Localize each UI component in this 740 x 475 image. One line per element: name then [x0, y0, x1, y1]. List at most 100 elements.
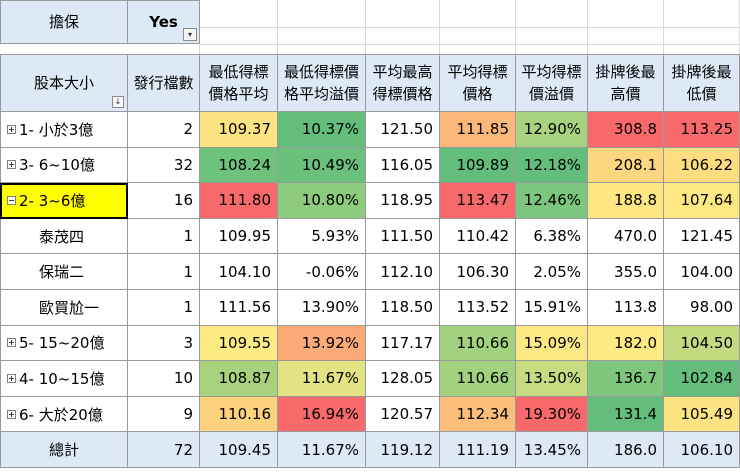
value-text: -0.06%	[305, 262, 359, 281]
value-text: 1	[183, 298, 193, 317]
value-text: 19.30%	[523, 405, 581, 424]
value-text: 105.49	[680, 405, 734, 424]
value-text: 119.12	[380, 440, 434, 459]
row-label[interactable]: 2- 3~6億	[0, 183, 128, 219]
value-text: 13.90%	[301, 298, 359, 317]
value-text: 12.90%	[523, 120, 581, 139]
value-cell: 10	[128, 361, 200, 397]
expand-icon[interactable]	[7, 409, 16, 419]
value-text: 72	[173, 440, 193, 459]
column-header-line: 高價	[610, 85, 641, 103]
value-text: 111.56	[218, 298, 272, 317]
row-label[interactable]: 3- 6~10億	[0, 147, 128, 184]
value-text: 118.95	[380, 191, 434, 210]
row-label[interactable]: 4- 10~15億	[0, 361, 128, 397]
value-text: 102.84	[680, 369, 734, 388]
value-text: 15.91%	[523, 298, 581, 317]
value-text: 109.55	[218, 333, 272, 352]
row-label[interactable]: 保瑞二	[0, 254, 128, 290]
value-text: 128.05	[380, 369, 434, 388]
value-cell: 111.19	[440, 432, 516, 468]
value-cell: 12.90%	[516, 112, 588, 148]
value-cell: 104.10	[200, 254, 278, 290]
column-header-line: 得標價格	[372, 85, 433, 103]
value-cell: 106.10	[664, 432, 740, 468]
column-header-line: 股本大小	[33, 74, 94, 92]
row-label[interactable]: 5- 15~20億	[0, 325, 128, 362]
value-cell: 110.66	[440, 325, 516, 362]
value-text: 113.8	[614, 298, 657, 317]
value-text: 2	[183, 120, 193, 139]
value-cell: 15.91%	[516, 290, 588, 326]
filter-label: 擔保	[0, 0, 128, 44]
value-text: 109.37	[218, 120, 272, 139]
value-cell: 128.05	[366, 361, 440, 397]
value-cell: 470.0	[588, 218, 664, 255]
value-cell: 105.49	[664, 396, 740, 433]
value-cell: 2.05%	[516, 254, 588, 290]
value-cell: 1	[128, 290, 200, 326]
row-label-text: 6- 大於20億	[19, 405, 103, 424]
row-label[interactable]: 6- 大於20億	[0, 396, 128, 433]
value-cell: 113.25	[664, 112, 740, 148]
value-cell: 10.80%	[278, 183, 366, 219]
expand-icon[interactable]	[7, 338, 16, 348]
column-header-3: 最低得標價 格平均溢價	[278, 54, 366, 112]
value-text: 110.66	[456, 333, 510, 352]
value-cell: 104.50	[664, 325, 740, 362]
value-text: 109.95	[218, 227, 272, 246]
value-cell: 131.4	[588, 396, 664, 433]
value-text: 110.42	[456, 227, 510, 246]
value-text: 108.24	[218, 155, 272, 174]
value-cell: 188.8	[588, 183, 664, 219]
value-text: 208.1	[614, 155, 657, 174]
column-header-line: 低價	[686, 85, 717, 103]
expand-icon[interactable]	[7, 124, 16, 134]
expand-icon[interactable]	[7, 160, 16, 170]
value-cell: 10.37%	[278, 112, 366, 148]
value-text: 16.94%	[301, 405, 359, 424]
column-header-line: 平均最高	[372, 63, 433, 81]
expand-icon[interactable]	[7, 373, 16, 383]
value-cell: 110.16	[200, 396, 278, 433]
value-cell: 13.50%	[516, 361, 588, 397]
value-cell: 104.00	[664, 254, 740, 290]
value-cell: 2	[128, 112, 200, 148]
value-cell: 109.45	[200, 432, 278, 468]
row-label-text: 5- 15~20億	[19, 334, 105, 353]
column-header-0[interactable]: 股本大小 ↓	[0, 54, 128, 112]
value-text: 121.45	[680, 227, 734, 246]
value-text: 104.10	[218, 262, 272, 281]
column-header-line: 掛牌後最	[671, 63, 732, 81]
value-cell: 16	[128, 183, 200, 219]
column-header-line: 價格平均	[208, 85, 269, 103]
row-label[interactable]: 泰茂四	[0, 218, 128, 255]
value-text: 12.46%	[523, 191, 581, 210]
value-cell: 5.93%	[278, 218, 366, 255]
sheet-gridline	[200, 44, 740, 45]
value-text: 16	[173, 191, 193, 210]
value-cell: 308.8	[588, 112, 664, 148]
value-text: 118.50	[380, 298, 434, 317]
value-text: 10	[173, 369, 193, 388]
column-header-4: 平均最高 得標價格	[366, 54, 440, 112]
value-text: 111.19	[456, 440, 510, 459]
value-text: 111.50	[380, 227, 434, 246]
value-cell: 106.30	[440, 254, 516, 290]
collapse-icon[interactable]	[7, 195, 16, 205]
sort-dropdown-icon[interactable]: ↓	[112, 96, 124, 108]
value-cell: 106.22	[664, 147, 740, 184]
value-text: 12.18%	[523, 155, 581, 174]
value-cell: 121.45	[664, 218, 740, 255]
value-text: 182.0	[614, 333, 657, 352]
filter-dropdown-icon[interactable]: ▾	[183, 28, 197, 41]
value-text: 110.16	[218, 405, 272, 424]
value-text: 470.0	[614, 227, 657, 246]
value-cell: 12.18%	[516, 147, 588, 184]
filter-value[interactable]: Yes ▾	[128, 0, 200, 44]
row-label[interactable]: 1- 小於3億	[0, 112, 128, 148]
value-text: 6.38%	[533, 227, 581, 246]
row-label[interactable]: 歐買尬一	[0, 290, 128, 326]
value-text: 11.67%	[301, 440, 359, 459]
